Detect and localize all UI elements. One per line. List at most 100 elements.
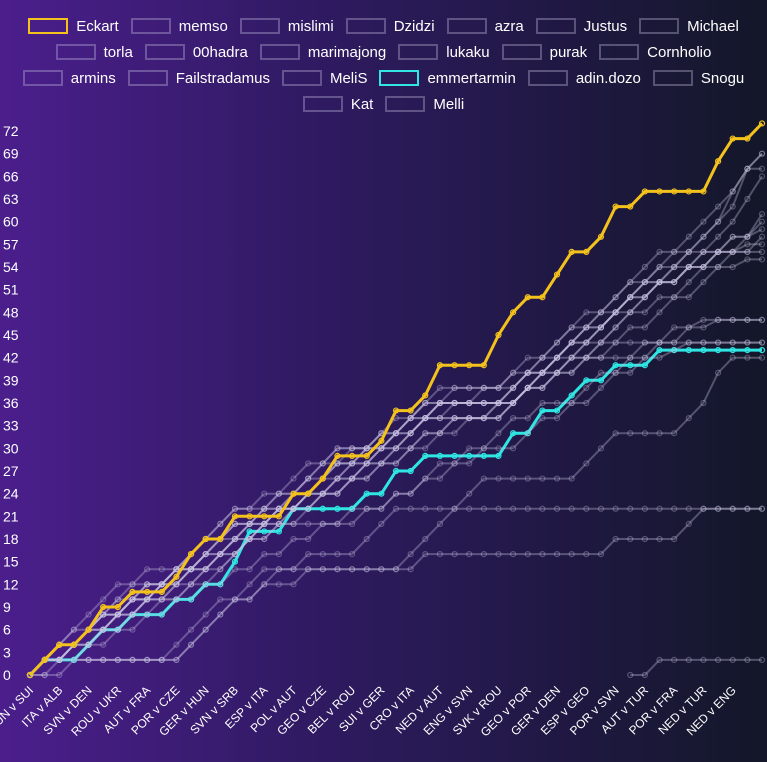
data-point bbox=[85, 641, 92, 648]
data-point bbox=[495, 415, 502, 422]
data-point bbox=[56, 641, 63, 648]
legend-item[interactable]: MeliS bbox=[281, 70, 367, 87]
data-point bbox=[56, 656, 63, 663]
data-point bbox=[495, 384, 502, 391]
data-point bbox=[392, 430, 400, 437]
data-point bbox=[553, 407, 561, 414]
data-point bbox=[627, 309, 634, 316]
data-point bbox=[422, 452, 429, 459]
data-point bbox=[436, 399, 444, 407]
data-point bbox=[436, 399, 444, 407]
legend-item[interactable]: Dzidzi bbox=[345, 18, 435, 35]
data-point bbox=[641, 309, 648, 316]
data-point bbox=[348, 551, 356, 558]
data-point bbox=[363, 445, 370, 452]
series-line bbox=[29, 236, 763, 676]
data-point bbox=[539, 369, 546, 376]
data-point bbox=[758, 150, 766, 157]
data-point bbox=[231, 520, 239, 527]
legend-item[interactable]: azra bbox=[446, 18, 524, 35]
data-point bbox=[187, 566, 195, 573]
data-point bbox=[334, 452, 341, 459]
legend-item[interactable]: Michael bbox=[639, 17, 739, 35]
data-point bbox=[144, 656, 151, 663]
data-point bbox=[129, 596, 136, 603]
legend-item[interactable]: torla bbox=[55, 44, 133, 61]
data-point bbox=[231, 535, 239, 543]
data-point bbox=[290, 566, 297, 573]
legend-item[interactable]: armins bbox=[22, 70, 116, 87]
legend-swatch bbox=[127, 70, 168, 86]
legend-item[interactable]: Eckart bbox=[28, 17, 119, 35]
data-point bbox=[671, 535, 678, 543]
data-point bbox=[334, 475, 341, 482]
data-point bbox=[612, 294, 619, 301]
data-point bbox=[422, 415, 429, 422]
data-point bbox=[334, 475, 341, 482]
legend-item[interactable]: Snogu bbox=[652, 70, 744, 87]
data-point bbox=[714, 248, 722, 255]
data-point bbox=[261, 520, 268, 527]
legend-item[interactable]: mislimi bbox=[239, 18, 334, 35]
data-point bbox=[583, 339, 590, 346]
data-point bbox=[85, 641, 92, 648]
data-point bbox=[656, 347, 663, 354]
legend-item[interactable]: purak bbox=[501, 44, 587, 61]
data-point bbox=[363, 505, 370, 512]
legend-label: adin.dozo bbox=[575, 69, 641, 87]
legend-item[interactable]: 00hadra bbox=[144, 44, 248, 61]
legend-item[interactable]: Kat bbox=[302, 96, 373, 113]
data-point bbox=[627, 203, 634, 210]
data-point bbox=[319, 460, 326, 467]
data-point bbox=[436, 399, 444, 407]
data-point bbox=[524, 384, 531, 391]
data-point bbox=[451, 452, 458, 459]
legend-item[interactable]: Melli bbox=[385, 96, 464, 113]
data-point bbox=[378, 505, 385, 512]
data-point bbox=[334, 505, 341, 512]
data-point bbox=[627, 294, 634, 301]
legend-label: Eckart bbox=[76, 17, 119, 35]
legend-item[interactable]: marimajong bbox=[259, 44, 386, 61]
data-point bbox=[700, 218, 707, 225]
legend-item[interactable]: Failstradamus bbox=[127, 70, 270, 87]
legend-swatch bbox=[385, 96, 426, 112]
data-point bbox=[671, 279, 678, 286]
data-point bbox=[656, 656, 663, 663]
data-point bbox=[187, 566, 195, 573]
legend-item[interactable]: Justus bbox=[535, 18, 627, 35]
data-point bbox=[495, 445, 502, 452]
data-point bbox=[348, 475, 356, 482]
legend-swatch bbox=[28, 18, 69, 34]
data-point bbox=[539, 369, 546, 376]
data-point bbox=[246, 535, 253, 543]
data-point bbox=[275, 528, 282, 535]
data-point bbox=[202, 551, 209, 558]
legend-item[interactable]: emmertarmin bbox=[379, 70, 516, 87]
legend-item[interactable]: Cornholio bbox=[599, 44, 711, 61]
data-point bbox=[744, 241, 751, 248]
data-point bbox=[392, 407, 400, 414]
y-tick-label: 48 bbox=[3, 304, 19, 320]
data-point bbox=[480, 415, 487, 422]
data-point bbox=[656, 279, 663, 286]
data-point bbox=[744, 505, 751, 512]
legend-item[interactable]: adin.dozo bbox=[527, 69, 641, 87]
data-point bbox=[627, 309, 634, 316]
data-point bbox=[407, 505, 414, 512]
data-point bbox=[348, 445, 356, 452]
legend-label: Michael bbox=[687, 17, 739, 35]
data-point bbox=[539, 407, 546, 414]
legend-item[interactable]: memso bbox=[130, 18, 228, 35]
data-point bbox=[144, 581, 151, 588]
data-point bbox=[246, 505, 253, 512]
data-point bbox=[495, 415, 502, 422]
data-point bbox=[568, 324, 575, 331]
data-point bbox=[700, 324, 707, 331]
data-point bbox=[363, 460, 370, 467]
data-point bbox=[553, 354, 561, 361]
legend-item[interactable]: lukaku bbox=[398, 44, 490, 61]
data-point bbox=[261, 528, 268, 535]
data-point bbox=[539, 369, 546, 376]
data-point bbox=[41, 656, 48, 663]
